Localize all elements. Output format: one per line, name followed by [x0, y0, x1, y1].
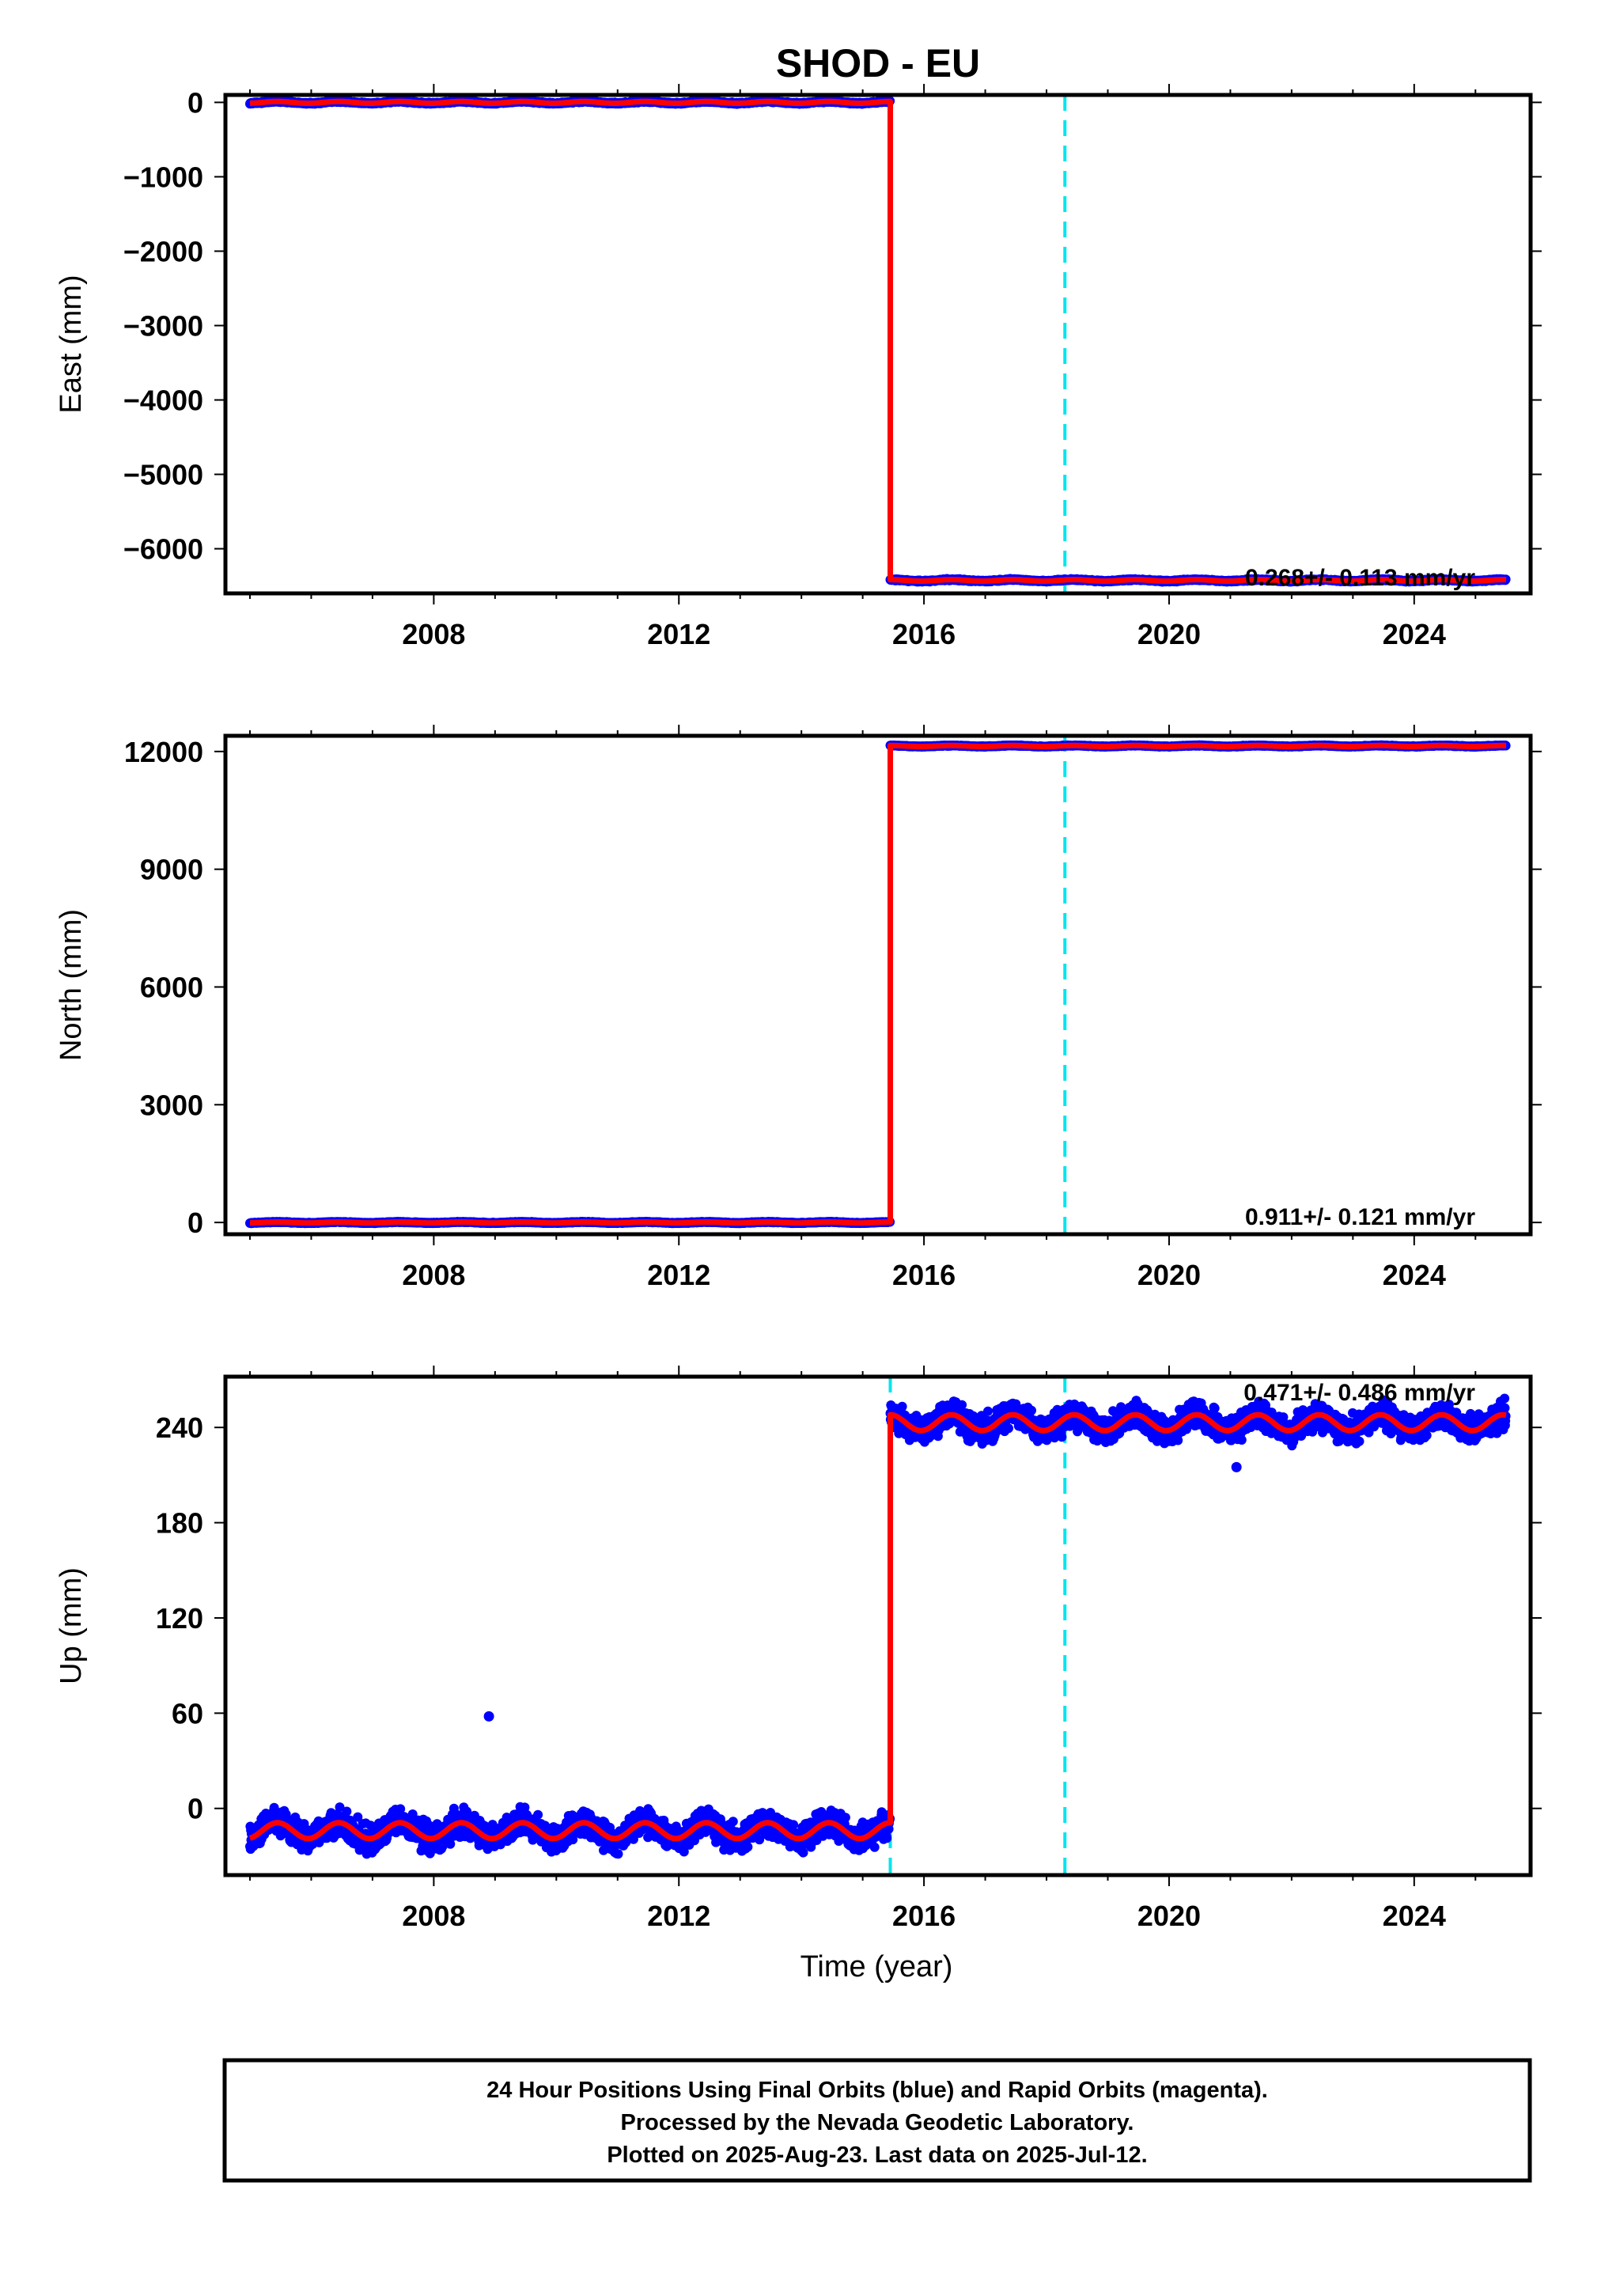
north-y-axis-label: North (mm): [55, 909, 88, 1061]
north-x-tick-label: 2012: [647, 1259, 710, 1291]
east-rate-label: 0.268+/- 0.113 mm/yr: [1245, 565, 1475, 591]
east-x-tick-label: 2012: [647, 618, 710, 650]
north-x-tick-label: 2008: [402, 1259, 465, 1291]
east-y-tick-label: −1000: [123, 161, 203, 193]
east-model-curve: [248, 98, 1508, 584]
north-y-tick-label: 12000: [124, 736, 203, 768]
north-x-tick-label: 2020: [1137, 1259, 1201, 1291]
north-x-tick-label: 2024: [1383, 1259, 1446, 1291]
north-x-tick-label: 2016: [892, 1259, 956, 1291]
north-panel: 2008 2012 2016 2020 2024 0 3000 6000 9000 12000 No…: [55, 725, 1542, 1291]
east-y-tick-label: −6000: [123, 533, 203, 566]
east-plot-frame: [223, 93, 1533, 596]
east-y-axis-label: East (mm): [55, 275, 88, 413]
east-y-tick-label: −4000: [123, 385, 203, 417]
north-y-tick-label: 3000: [140, 1089, 203, 1121]
north-y-tick-label: 9000: [140, 854, 203, 886]
east-y-tick-label: −2000: [123, 235, 203, 267]
east-x-tick-label: 2008: [402, 618, 465, 650]
chart-title: SHOD - EU: [776, 41, 980, 85]
east-x-tick-label: 2016: [892, 618, 956, 650]
east-y-tick-label: −5000: [123, 459, 203, 491]
east-x-tick-label: 2020: [1137, 618, 1201, 650]
east-y-tick-label: 0: [187, 86, 203, 119]
east-panel: 2008 2012 2016 2020 2024 0 −1000 −2000 −3000 −400…: [55, 84, 1542, 650]
east-y-tick-label: −3000: [123, 309, 203, 342]
east-x-tick-label: 2024: [1383, 618, 1446, 650]
north-y-tick-label: 6000: [140, 971, 203, 1003]
north-y-tick-label: 0: [187, 1207, 203, 1239]
